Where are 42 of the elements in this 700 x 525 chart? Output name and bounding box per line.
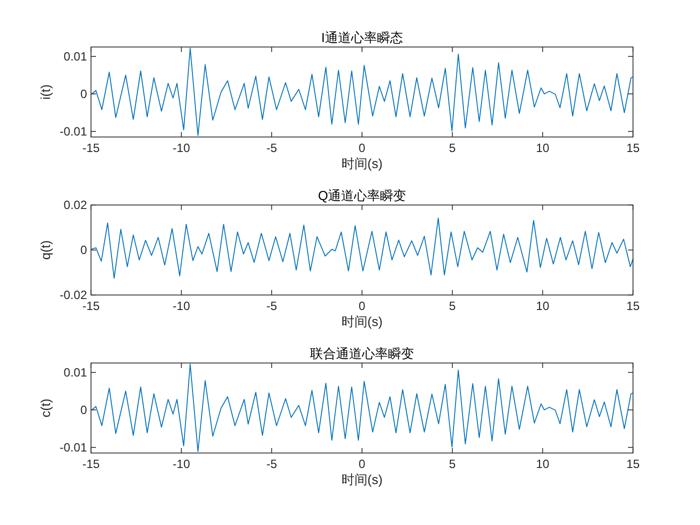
x-tick-label: -15 bbox=[82, 457, 100, 471]
x-axis-title: 时间(s) bbox=[341, 472, 383, 487]
x-axis-title: 时间(s) bbox=[341, 156, 383, 171]
y-tick-label: -0.01 bbox=[60, 124, 88, 138]
y-tick-label: -0.01 bbox=[60, 440, 88, 454]
x-tick-label: 15 bbox=[626, 141, 640, 155]
y-tick-label: 0.02 bbox=[64, 198, 88, 212]
chart-title: Q通道心率瞬变 bbox=[318, 188, 406, 203]
x-tick-label: -10 bbox=[172, 457, 190, 471]
y-tick-label: 0.01 bbox=[64, 365, 88, 380]
chart-title: 联合通道心率瞬变 bbox=[310, 346, 414, 361]
line-series bbox=[91, 218, 634, 279]
line-series bbox=[91, 48, 634, 136]
y-tick-label: 0 bbox=[80, 402, 88, 417]
y-axis-title: i(t) bbox=[38, 84, 53, 100]
y-tick-label: 0 bbox=[80, 86, 88, 101]
x-tick-label: 10 bbox=[536, 299, 550, 313]
x-tick-label: 0 bbox=[358, 141, 366, 155]
x-tick-label: 5 bbox=[448, 299, 456, 313]
x-tick-label: 15 bbox=[626, 299, 640, 313]
x-tick-label: -15 bbox=[82, 299, 100, 313]
x-tick-label: 0 bbox=[358, 299, 366, 313]
x-tick-label: 0 bbox=[358, 457, 366, 471]
x-tick-label: -5 bbox=[266, 141, 278, 155]
y-tick-label: 0.01 bbox=[64, 49, 88, 64]
x-tick-label: -10 bbox=[172, 299, 190, 313]
line-series bbox=[91, 364, 634, 452]
y-tick-label: 0 bbox=[80, 243, 88, 257]
chart-title: I通道心率瞬态 bbox=[321, 30, 403, 45]
x-tick-label: 5 bbox=[448, 141, 456, 155]
x-tick-label: -5 bbox=[266, 299, 278, 313]
x-tick-label: 10 bbox=[536, 141, 550, 155]
x-tick-label: -10 bbox=[172, 141, 190, 155]
x-tick-label: -15 bbox=[82, 141, 100, 155]
x-tick-label: -5 bbox=[266, 457, 278, 471]
y-axis-title: q(t) bbox=[38, 240, 53, 260]
y-axis-title: c(t) bbox=[38, 398, 53, 418]
x-axis-title: 时间(s) bbox=[341, 314, 383, 329]
x-tick-label: 10 bbox=[536, 457, 550, 471]
x-tick-label: 15 bbox=[626, 457, 640, 471]
y-tick-label: -0.02 bbox=[60, 288, 88, 302]
x-tick-label: 5 bbox=[448, 457, 456, 471]
